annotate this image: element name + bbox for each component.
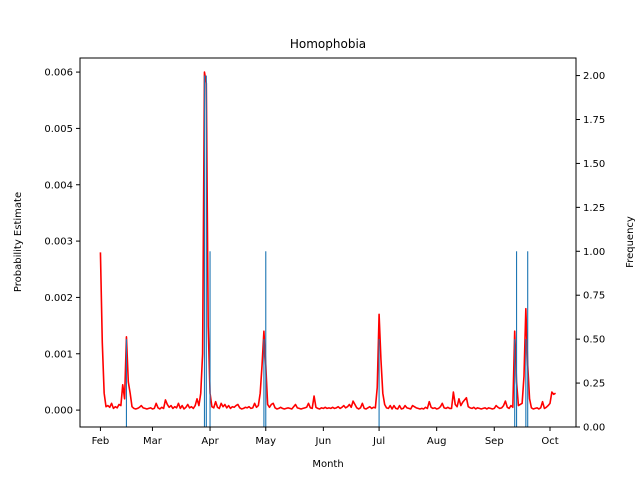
right-y-axis-label: Frequency	[625, 216, 636, 268]
left-y-tick-label: 0.005	[44, 124, 73, 135]
left-y-tick-label: 0.006	[44, 68, 73, 79]
x-tick-label: Jun	[315, 436, 332, 447]
right-y-tick-label: 1.75	[583, 115, 605, 126]
frequency-bar	[527, 251, 529, 427]
left-y-axis: 0.000 0.001 0.002 0.003 0.004 0.005 0.006	[44, 68, 80, 417]
right-y-tick-label: 2.00	[583, 71, 605, 82]
x-tick-label: Jul	[372, 436, 385, 447]
x-tick-label: Feb	[92, 436, 110, 447]
axes-border	[79, 57, 577, 428]
right-y-tick-label: 0.50	[583, 335, 605, 346]
x-tick-label: Oct	[541, 436, 558, 447]
frequency-bar	[205, 75, 207, 427]
plot-area	[99, 71, 556, 427]
frequency-bar	[203, 75, 206, 427]
plot-frame	[79, 57, 577, 428]
left-y-tick-label: 0.002	[44, 293, 73, 304]
right-y-tick-label: 1.50	[583, 159, 605, 170]
right-y-tick-label: 1.00	[583, 247, 605, 258]
x-tick-label: May	[255, 436, 276, 447]
frequency-bar	[378, 339, 380, 427]
probability-series-line	[99, 71, 556, 410]
frequency-bar	[265, 251, 267, 427]
right-y-tick-label: 0.75	[583, 291, 605, 302]
left-y-tick-label: 0.003	[44, 237, 73, 248]
frequency-bar	[525, 339, 527, 427]
right-y-axis: 0.00 0.25 0.50 0.75 1.00 1.25 1.50 1.75 2.00	[576, 71, 605, 434]
left-y-tick-label: 0.001	[44, 349, 73, 360]
x-tick-label: Aug	[427, 436, 447, 447]
right-y-tick-label: 0.00	[583, 423, 605, 434]
left-y-tick-label: 0.000	[44, 406, 73, 417]
x-tick-label: Mar	[143, 436, 163, 447]
frequency-bar	[209, 251, 211, 427]
right-y-tick-label: 1.25	[583, 203, 605, 214]
frequency-bar	[263, 339, 265, 427]
frequency-bar	[515, 251, 518, 427]
x-tick-label: Sep	[485, 436, 504, 447]
chart-title: Homophobia	[290, 37, 366, 51]
x-axis-label: Month	[312, 459, 343, 470]
right-y-tick-label: 0.25	[583, 379, 605, 390]
frequency-bar	[125, 339, 127, 427]
left-y-axis-label: Probability Estimate	[13, 192, 24, 292]
left-y-tick-label: 0.004	[44, 180, 73, 191]
x-tick-label: Apr	[201, 436, 219, 447]
frequency-bar	[514, 339, 516, 427]
x-axis: Feb Mar Apr May Jun Jul Aug Sep Oct	[92, 427, 559, 447]
